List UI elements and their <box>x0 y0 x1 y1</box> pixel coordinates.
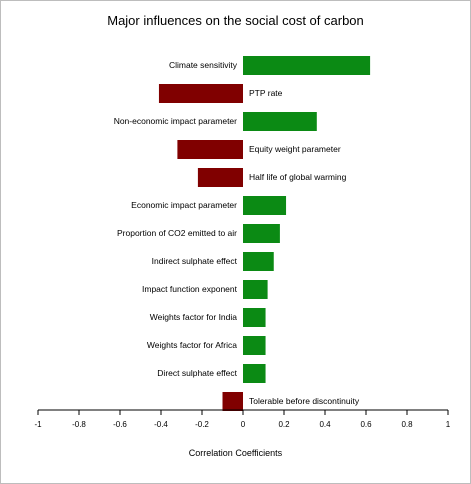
x-tick-label: 0.6 <box>360 420 372 429</box>
x-tick-label: 0 <box>241 420 246 429</box>
bar-category-label: Climate sensitivity <box>169 60 238 70</box>
bar <box>197 168 243 187</box>
bar <box>243 196 287 215</box>
x-tick-label: 1 <box>446 420 451 429</box>
bar <box>243 224 280 243</box>
bar-category-label: PTP rate <box>249 88 283 98</box>
bar <box>243 364 266 383</box>
x-tick-label: -1 <box>34 420 42 429</box>
x-axis-label: Correlation Coefficients <box>188 448 283 458</box>
bar-category-label: Direct sulphate effect <box>157 368 237 378</box>
bar <box>243 112 317 131</box>
bar-category-label: Weights factor for India <box>150 312 238 322</box>
bar <box>177 140 243 159</box>
bar-category-label: Non-economic impact parameter <box>114 116 237 126</box>
x-tick-label: -0.2 <box>195 420 209 429</box>
bar-category-label: Equity weight parameter <box>249 144 341 154</box>
bar-category-label: Economic impact parameter <box>131 200 237 210</box>
chart-title: Major influences on the social cost of c… <box>107 13 364 28</box>
bar-category-label: Impact function exponent <box>142 284 238 294</box>
x-tick-label: 0.4 <box>319 420 331 429</box>
bar <box>243 308 266 327</box>
x-tick-label: 0.8 <box>401 420 413 429</box>
bar <box>243 56 371 75</box>
x-tick-label: 0.2 <box>278 420 290 429</box>
bar-category-label: Weights factor for Africa <box>147 340 237 350</box>
bar <box>222 392 243 411</box>
bar <box>243 280 268 299</box>
bar-category-label: Tolerable before discontinuity <box>249 396 360 406</box>
x-tick-label: -0.4 <box>154 420 168 429</box>
x-tick-label: -0.6 <box>113 420 127 429</box>
bar <box>243 252 274 271</box>
bar-category-label: Indirect sulphate effect <box>152 256 238 266</box>
bar <box>243 336 266 355</box>
bar <box>158 84 243 103</box>
bar-category-label: Half life of global warming <box>249 172 347 182</box>
bar-category-label: Proportion of CO2 emitted to air <box>117 228 237 238</box>
x-tick-label: -0.8 <box>72 420 86 429</box>
